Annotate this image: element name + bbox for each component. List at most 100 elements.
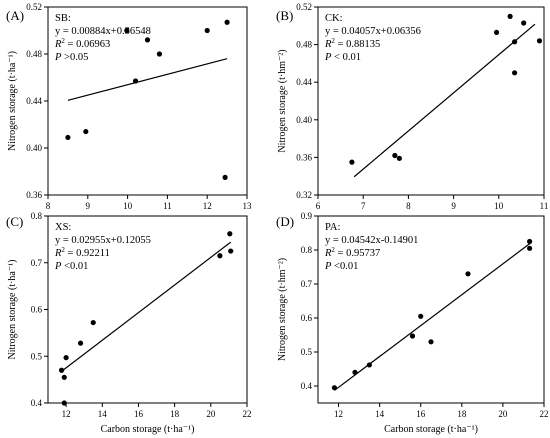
data-point [349, 159, 355, 165]
y-axis-label: Nitrogen storage (t·ha⁻¹) [7, 51, 18, 151]
data-point [83, 128, 89, 135]
data-point [77, 340, 84, 346]
x-tick-label: 16 [416, 409, 426, 419]
data-point [465, 271, 471, 277]
panel-label: (C) [6, 214, 23, 229]
y-tick-label: 0.44 [26, 96, 42, 106]
r-squared: R2 = 0.92211 [54, 246, 110, 259]
data-point [63, 355, 69, 361]
regression-equation: y = 0.02955x+0.12055 [55, 235, 151, 246]
x-tick-label: 9 [86, 201, 91, 211]
x-tick-label: 14 [375, 409, 385, 419]
x-tick-label: 12 [334, 409, 343, 419]
plot-frame [317, 6, 545, 196]
data-point [228, 248, 234, 254]
series-title: CK: [325, 13, 343, 24]
y-tick-label: 0.48 [296, 40, 312, 50]
data-point [65, 134, 71, 141]
y-tick-label: 0.32 [296, 190, 312, 200]
data-point [536, 38, 543, 44]
x-tick-label: 12 [62, 409, 71, 419]
x-axis-label: Carbon storage (t·ha⁻¹) [101, 424, 195, 435]
data-point [418, 313, 424, 319]
y-tick-label: 0.5 [31, 351, 43, 361]
p-value: P < 0.01 [324, 52, 361, 63]
y-tick-label: 0.40 [26, 143, 42, 153]
data-point [507, 13, 513, 19]
regression-equation: y = 0.04542x-0.14901 [325, 235, 418, 246]
y-tick-label: 0.5 [301, 347, 313, 357]
y-tick-label: 0.8 [301, 245, 313, 255]
data-point [392, 152, 398, 159]
x-tick-label: 12 [203, 201, 212, 211]
y-tick-label: 0.40 [296, 115, 312, 125]
p-value: P >0.05 [54, 52, 88, 63]
fit-line [353, 23, 536, 178]
y-tick-label: 0.9 [301, 211, 313, 221]
data-point [58, 367, 65, 373]
data-point [217, 253, 223, 259]
x-tick-label: 20 [206, 409, 216, 419]
panel-d: (D) 12 14 16 18 20 22 0.4 0.5 0.6 0.7 0.8 0.9 Nitroge… [276, 211, 549, 435]
x-tick-label: 16 [134, 409, 144, 419]
data-point [527, 238, 533, 245]
regression-equation: y = 0.00884x+0.36548 [55, 26, 151, 37]
r-squared: R2 = 0.95737 [324, 246, 380, 259]
series-title: SB: [55, 13, 71, 24]
data-point [366, 362, 372, 368]
data-point [493, 29, 500, 35]
x-tick-label: 6 [316, 201, 321, 211]
x-tick-label: 22 [243, 409, 252, 419]
x-tick-label: 14 [98, 409, 108, 419]
y-axis-label: Nitrogen storage (t·ha⁻¹) [7, 260, 18, 360]
data-point [227, 231, 233, 237]
x-tick-label: 8 [46, 201, 51, 211]
data-point [331, 385, 338, 391]
panel-label: (A) [6, 8, 24, 23]
y-tick-label: 0.36 [296, 152, 312, 162]
data-point [521, 20, 527, 26]
data-point [124, 27, 130, 34]
data-point [409, 333, 416, 339]
data-point [512, 70, 518, 76]
r-squared: R2 = 0.88135 [324, 37, 380, 50]
y-axis-label: Nitrogen storage (t·hm⁻²) [277, 258, 288, 361]
x-tick-label: 9 [451, 201, 456, 211]
x-axis-label: Carbon storage (t·ha⁻¹) [384, 424, 478, 435]
fit-line [67, 58, 228, 101]
data-point [156, 51, 163, 57]
panel-c: (C) 12 14 16 18 20 22 0.4 0.5 0.6 0.7 0.8 Nitrogen s… [6, 211, 252, 435]
y-tick-label: 0.7 [301, 279, 313, 289]
x-tick-label: 10 [494, 201, 504, 211]
data-point [144, 37, 151, 43]
data-point [527, 245, 533, 251]
x-tick-label: 18 [457, 409, 467, 419]
x-tick-label: 8 [406, 201, 411, 211]
panel-b: (B) 6 7 8 9 10 11 0.32 0.36 0.40 0.44 0.48 0.52 Nitro… [276, 2, 548, 211]
y-tick-label: 0.48 [26, 49, 42, 59]
data-point [352, 369, 358, 375]
y-tick-label: 0.7 [31, 258, 43, 268]
r-squared: R2 = 0.06963 [54, 37, 110, 50]
x-tick-label: 22 [540, 409, 549, 419]
y-tick-label: 0.8 [31, 211, 43, 221]
regression-equation: y = 0.04057x+0.06356 [325, 26, 421, 37]
p-value: P <0.01 [324, 261, 358, 272]
fit-line [334, 243, 530, 391]
data-point [224, 19, 230, 25]
y-tick-label: 0.44 [296, 77, 312, 87]
data-point [61, 374, 67, 380]
y-tick-label: 0.36 [26, 190, 42, 200]
y-tick-label: 0.6 [31, 305, 43, 315]
p-value: P <0.01 [54, 261, 88, 272]
data-point [396, 155, 402, 161]
x-tick-label: 13 [243, 201, 253, 211]
data-point [428, 339, 434, 345]
y-tick-label: 0.52 [26, 2, 42, 12]
x-tick-label: 10 [123, 201, 133, 211]
series-title: XS: [55, 222, 71, 233]
y-tick-label: 0.4 [31, 398, 43, 408]
data-point [132, 78, 139, 84]
panel-label: (B) [276, 8, 293, 23]
